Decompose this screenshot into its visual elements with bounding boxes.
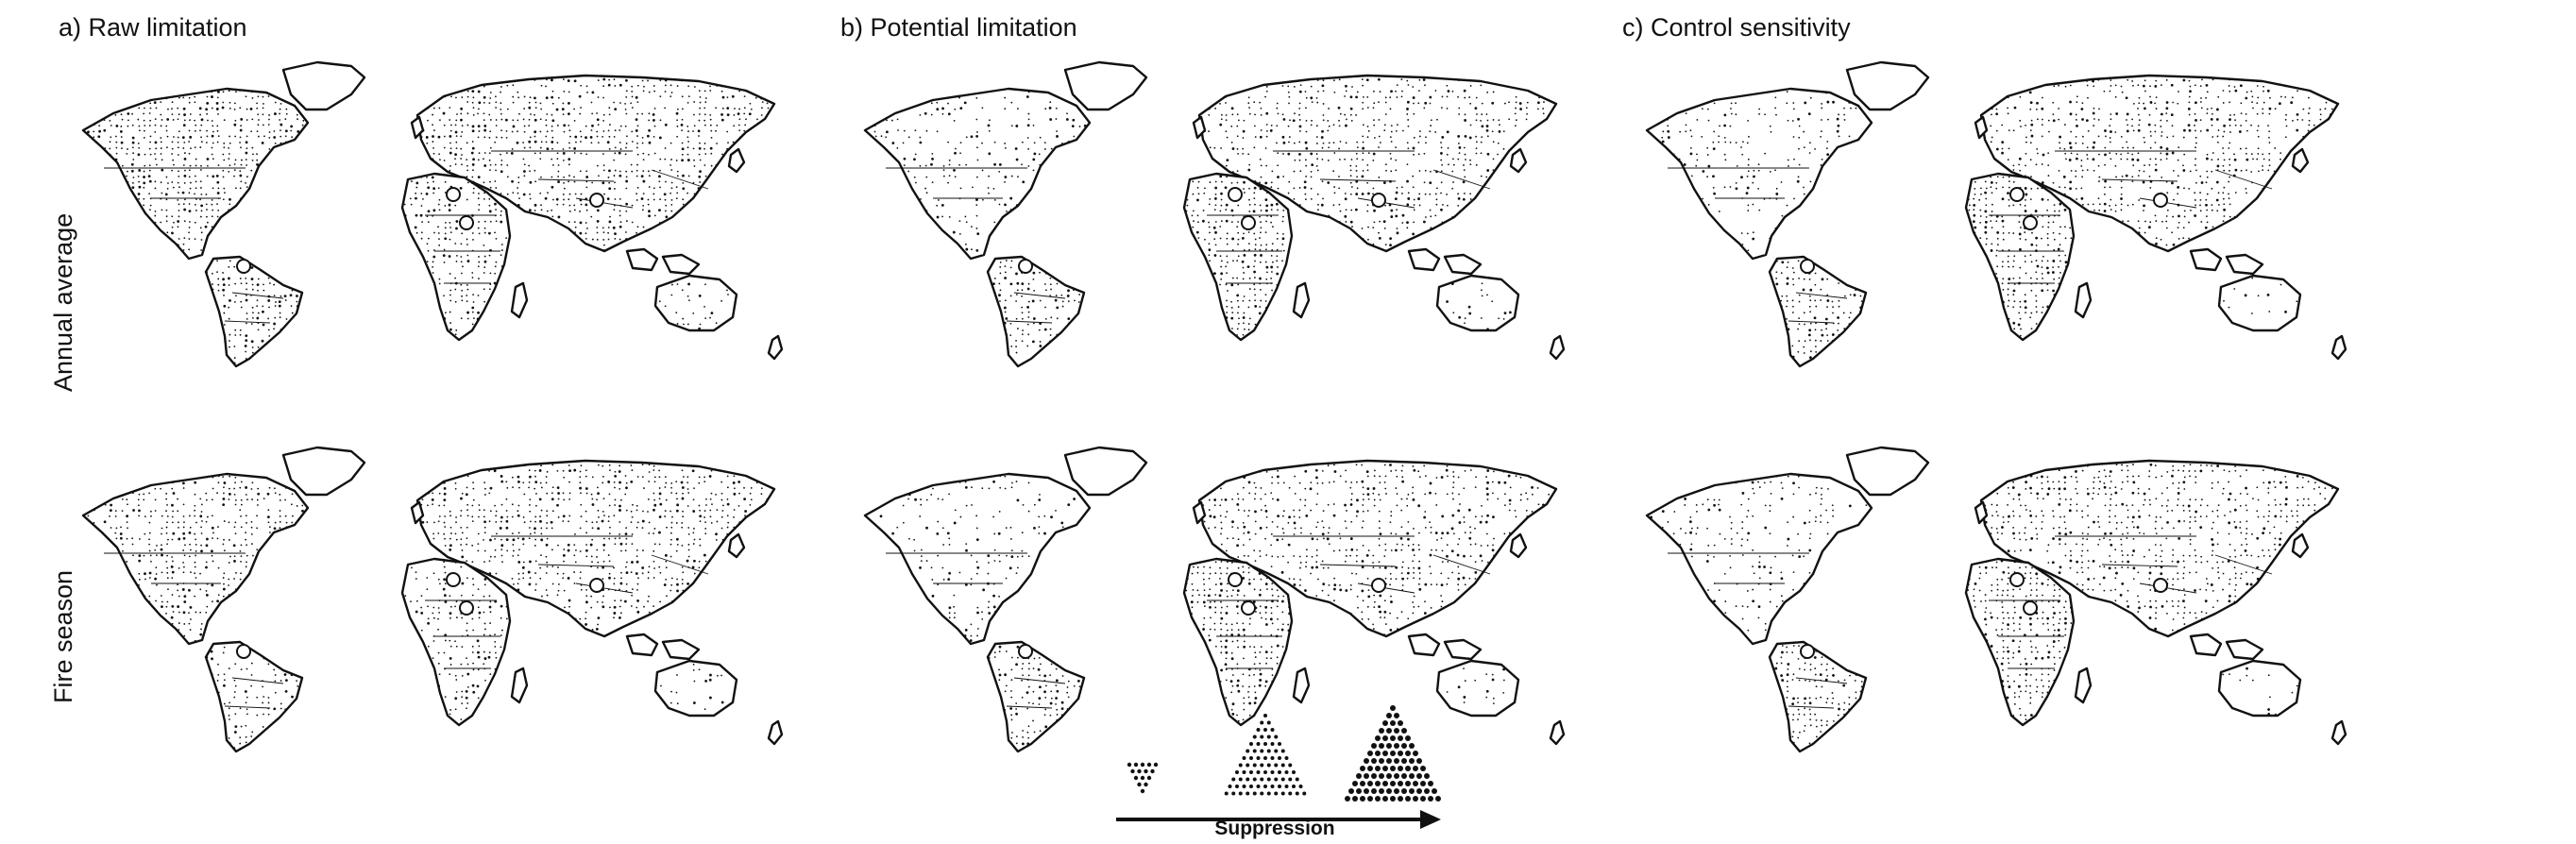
landmass-australia: [1437, 661, 1518, 716]
landmass-madagascar: [2076, 283, 2091, 317]
landmass-australia: [2219, 276, 2300, 330]
landmass-madagascar: [2076, 668, 2091, 702]
site-marker: [237, 645, 250, 658]
landmass-madagascar: [1294, 283, 1309, 317]
panel-title-c: c) Control sensitivity: [1622, 13, 1851, 42]
landmass-seAsiaIslands: [1409, 634, 1481, 659]
map-control-sensitivity-fire-season: [1611, 442, 2385, 753]
landmass-japan: [1511, 149, 1526, 172]
landmass-newZealand: [1551, 336, 1564, 359]
landmass-australia: [655, 661, 737, 716]
site-marker: [1019, 260, 1032, 273]
landmass-newZealand: [769, 721, 782, 744]
landmass-greenland: [1065, 62, 1146, 110]
site-marker: [460, 216, 473, 229]
site-marker: [1229, 188, 1242, 201]
suppression-axis-label: Suppression: [1161, 818, 1388, 840]
site-marker: [2154, 194, 2167, 207]
landmass-northAmerica: [865, 474, 1090, 644]
map-control-sensitivity-annual: [1611, 57, 2385, 368]
site-marker: [1372, 194, 1385, 207]
landmass-northAmerica: [83, 474, 308, 644]
site-marker: [1372, 579, 1385, 592]
site-marker: [1801, 260, 1814, 273]
site-marker: [1229, 573, 1242, 586]
landmass-southAmerica: [1770, 642, 1866, 751]
site-marker: [590, 579, 603, 592]
landmass-greenland: [283, 62, 364, 110]
site-marker: [460, 601, 473, 615]
landmass-southAmerica: [988, 257, 1084, 366]
landmass-australia: [1437, 276, 1518, 330]
landmass-greenland: [283, 447, 364, 495]
landmass-australia: [2219, 661, 2300, 716]
landmass-japan: [729, 534, 744, 557]
landmass-greenland: [1847, 62, 1928, 110]
legend-symbol-medium-suppression: [1225, 714, 1307, 796]
landmass-japan: [2293, 534, 2308, 557]
landmass-seAsiaIslands: [627, 249, 699, 274]
landmass-seAsiaIslands: [2191, 634, 2262, 659]
site-marker: [237, 260, 250, 273]
landmass-madagascar: [1294, 668, 1309, 702]
map-raw-limitation-fire-season: [47, 442, 822, 753]
landmass-southAmerica: [988, 642, 1084, 751]
map-raw-limitation-annual: [47, 57, 822, 368]
legend-symbol-low-suppression: [1127, 763, 1158, 793]
site-marker: [590, 194, 603, 207]
site-marker: [447, 573, 460, 586]
landmass-southAmerica: [1770, 257, 1866, 366]
landmass-seAsiaIslands: [1409, 249, 1481, 274]
landmass-japan: [1511, 534, 1526, 557]
site-marker: [2010, 573, 2024, 586]
landmass-newZealand: [2332, 336, 2346, 359]
landmass-japan: [729, 149, 744, 172]
landmass-madagascar: [512, 668, 527, 702]
landmass-newZealand: [2332, 721, 2346, 744]
landmass-australia: [655, 276, 737, 330]
legend-symbol-high-suppression: [1345, 705, 1441, 802]
landmass-newZealand: [769, 336, 782, 359]
landmass-southAmerica: [206, 257, 302, 366]
landmass-japan: [2293, 149, 2308, 172]
map-potential-limitation-annual: [829, 57, 1603, 368]
site-marker: [1019, 645, 1032, 658]
landmass-greenland: [1847, 447, 1928, 495]
site-marker: [1242, 601, 1255, 615]
landmass-seAsiaIslands: [2191, 249, 2262, 274]
suppression-arrowhead: [1420, 810, 1441, 829]
landmass-seAsiaIslands: [627, 634, 699, 659]
site-marker: [2154, 579, 2167, 592]
site-marker: [2024, 216, 2037, 229]
site-marker: [447, 188, 460, 201]
site-marker: [1242, 216, 1255, 229]
panel-title-a: a) Raw limitation: [59, 13, 247, 42]
site-marker: [2010, 188, 2024, 201]
landmass-southAmerica: [206, 642, 302, 751]
landmass-greenland: [1065, 447, 1146, 495]
site-marker: [2024, 601, 2037, 615]
landmass-newZealand: [1551, 721, 1564, 744]
landmass-madagascar: [512, 283, 527, 317]
site-marker: [1801, 645, 1814, 658]
panel-title-b: b) Potential limitation: [840, 13, 1077, 42]
